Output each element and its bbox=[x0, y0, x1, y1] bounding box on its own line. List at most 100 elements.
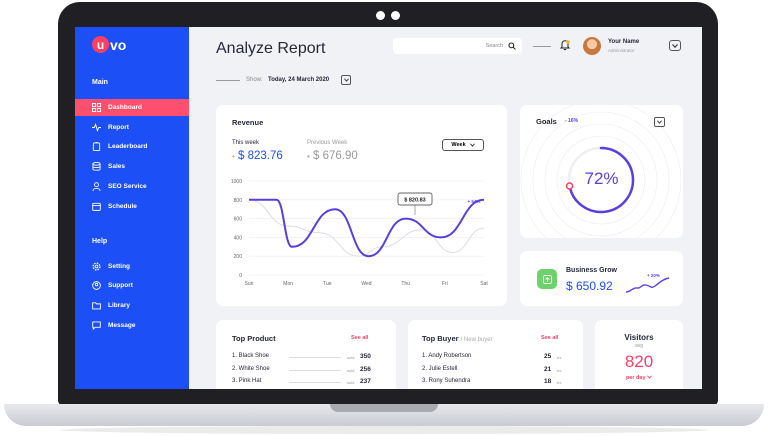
row-divider bbox=[289, 370, 341, 371]
sidebar-item-schedule[interactable]: Schedule bbox=[75, 198, 189, 215]
date-select-button[interactable] bbox=[341, 75, 351, 85]
x-tick-label: Tue bbox=[323, 281, 332, 287]
search-input[interactable]: Search bbox=[393, 38, 522, 54]
business-grow-title: Business Grow bbox=[566, 267, 617, 274]
message-icon bbox=[92, 321, 101, 330]
buyer-name: 1. Andy Robertson bbox=[422, 353, 472, 359]
camera-dot bbox=[376, 11, 385, 20]
goals-title: Goals bbox=[536, 117, 557, 126]
chevron-down-icon bbox=[672, 43, 678, 48]
top-product-see-all-link[interactable]: See all bbox=[351, 335, 369, 341]
revenue-chart[interactable]: 0 200 400 600 800 1000 Sun Mon Tue Wed Thu Fri Sat $ … bbox=[216, 175, 507, 295]
buyer-count: 25 bbox=[544, 353, 552, 360]
y-tick-label: 600 bbox=[234, 217, 243, 223]
calendar-icon bbox=[92, 202, 101, 211]
bell-icon[interactable] bbox=[559, 39, 571, 51]
top-buyer-subtitle: / New buyer bbox=[460, 337, 493, 343]
product-name: 3. Pink Hat bbox=[232, 378, 262, 384]
y-tick-label: 400 bbox=[234, 235, 243, 241]
business-grow-value: $ 650.92 bbox=[566, 279, 613, 293]
screen: u vo Main Dashboard Report Leaderboard S… bbox=[75, 27, 702, 389]
user-name: Your Name bbox=[608, 39, 640, 45]
row-divider bbox=[289, 357, 341, 358]
product-name: 2. White Shoe bbox=[232, 366, 270, 372]
top-buyer-see-all-link[interactable]: See all bbox=[541, 335, 559, 341]
goals-percent: 72% bbox=[584, 169, 619, 188]
y-tick-label: 200 bbox=[234, 254, 243, 260]
top-product-card: Top Product See all 1. Black Shoe sold 3… bbox=[216, 320, 396, 389]
header-divider bbox=[533, 46, 551, 47]
x-tick-label: Thu bbox=[401, 281, 410, 287]
buyer-name: 3. Rony Suhendra bbox=[422, 378, 471, 384]
this-week-value: • $ 823.76 bbox=[232, 150, 283, 162]
show-divider bbox=[216, 80, 240, 81]
nav-heading-main: Main bbox=[92, 79, 108, 86]
sidebar-item-leaderboard[interactable]: Leaderboard bbox=[75, 138, 189, 155]
this-week-label: This week bbox=[232, 140, 260, 146]
top-buyer-card: Top Buyer / New buyer See all 1. Andy Ro… bbox=[408, 320, 583, 389]
chevron-down-icon bbox=[657, 120, 662, 124]
revenue-card: Revenue This week Previous Week • $ 823.… bbox=[216, 105, 507, 306]
search-icon[interactable] bbox=[508, 42, 516, 50]
gear-icon bbox=[92, 262, 101, 271]
laptop-base bbox=[4, 404, 764, 426]
sidebar-item-seo-service[interactable]: SEO Service bbox=[75, 178, 189, 195]
goals-menu-button[interactable] bbox=[654, 117, 665, 127]
sidebar-item-support[interactable]: Support bbox=[75, 277, 189, 294]
sidebar-item-label: Leaderboard bbox=[108, 143, 148, 150]
product-sold: 256 bbox=[360, 366, 371, 373]
period-select[interactable]: Week bbox=[442, 139, 484, 151]
visitors-subtitle: avg bbox=[634, 343, 644, 349]
pulse-icon bbox=[92, 123, 101, 132]
sidebar-item-message[interactable]: Message bbox=[75, 317, 189, 334]
series-line-this-week bbox=[249, 198, 485, 258]
y-tick-label: 0 bbox=[239, 273, 242, 279]
chart-change-badge: + 54% bbox=[468, 199, 481, 204]
visitors-period-label: per day bbox=[625, 375, 646, 381]
x-tick-label: Sat bbox=[480, 281, 488, 287]
logo[interactable]: u vo bbox=[92, 36, 126, 53]
visitors-period[interactable]: per day bbox=[595, 375, 683, 381]
gauge-ring bbox=[544, 123, 658, 237]
database-icon bbox=[92, 162, 101, 171]
product-sold: 350 bbox=[360, 353, 371, 360]
sidebar-item-report[interactable]: Report bbox=[75, 119, 189, 136]
sidebar-item-label: Report bbox=[108, 124, 129, 131]
goals-change: - 16% bbox=[565, 118, 579, 124]
unit-label: trx bbox=[557, 368, 562, 373]
camera-dot bbox=[391, 11, 400, 20]
previous-week-label: Previous Week bbox=[307, 140, 348, 146]
sidebar-item-sales[interactable]: Sales bbox=[75, 158, 189, 175]
top-buyer-title: Top Buyer / New buyer bbox=[422, 334, 493, 343]
gauge-progress bbox=[568, 146, 635, 214]
x-tick-label: Mon bbox=[283, 281, 293, 287]
x-tick-label: Fri bbox=[442, 281, 448, 287]
x-tick-label: Wed bbox=[361, 281, 371, 287]
top-product-title: Top Product bbox=[232, 334, 276, 343]
product-name: 1. Black Shoe bbox=[232, 353, 270, 359]
arrow-up-icon bbox=[542, 274, 552, 284]
avatar[interactable] bbox=[583, 37, 601, 55]
unit-label: trx bbox=[557, 380, 562, 385]
top-buyer-heading: Top Buyer bbox=[422, 334, 459, 343]
business-grow-card: Business Grow $ 650.92 + 20% bbox=[520, 251, 683, 306]
sidebar-item-library[interactable]: Library bbox=[75, 297, 189, 314]
gauge-ring bbox=[556, 135, 646, 225]
sidebar-item-setting[interactable]: Setting bbox=[75, 258, 189, 275]
chevron-down-icon bbox=[647, 375, 652, 379]
clipboard-icon bbox=[92, 142, 101, 151]
y-tick-label: 1000 bbox=[231, 179, 242, 185]
sidebar: u vo Main Dashboard Report Leaderboard S… bbox=[75, 27, 189, 389]
chevron-down-icon bbox=[343, 78, 349, 82]
revenue-title: Revenue bbox=[232, 118, 264, 127]
x-tick-label: Sun bbox=[245, 281, 254, 287]
sidebar-item-label: Schedule bbox=[108, 203, 137, 210]
sold-label: sold bbox=[347, 368, 355, 373]
sidebar-item-dashboard[interactable]: Dashboard bbox=[75, 99, 189, 116]
sidebar-item-label: Setting bbox=[108, 263, 131, 270]
sidebar-item-label: Library bbox=[108, 302, 131, 309]
unit-label: trx bbox=[557, 355, 562, 360]
user-menu-button[interactable] bbox=[669, 40, 681, 51]
goals-gauge bbox=[520, 105, 682, 238]
